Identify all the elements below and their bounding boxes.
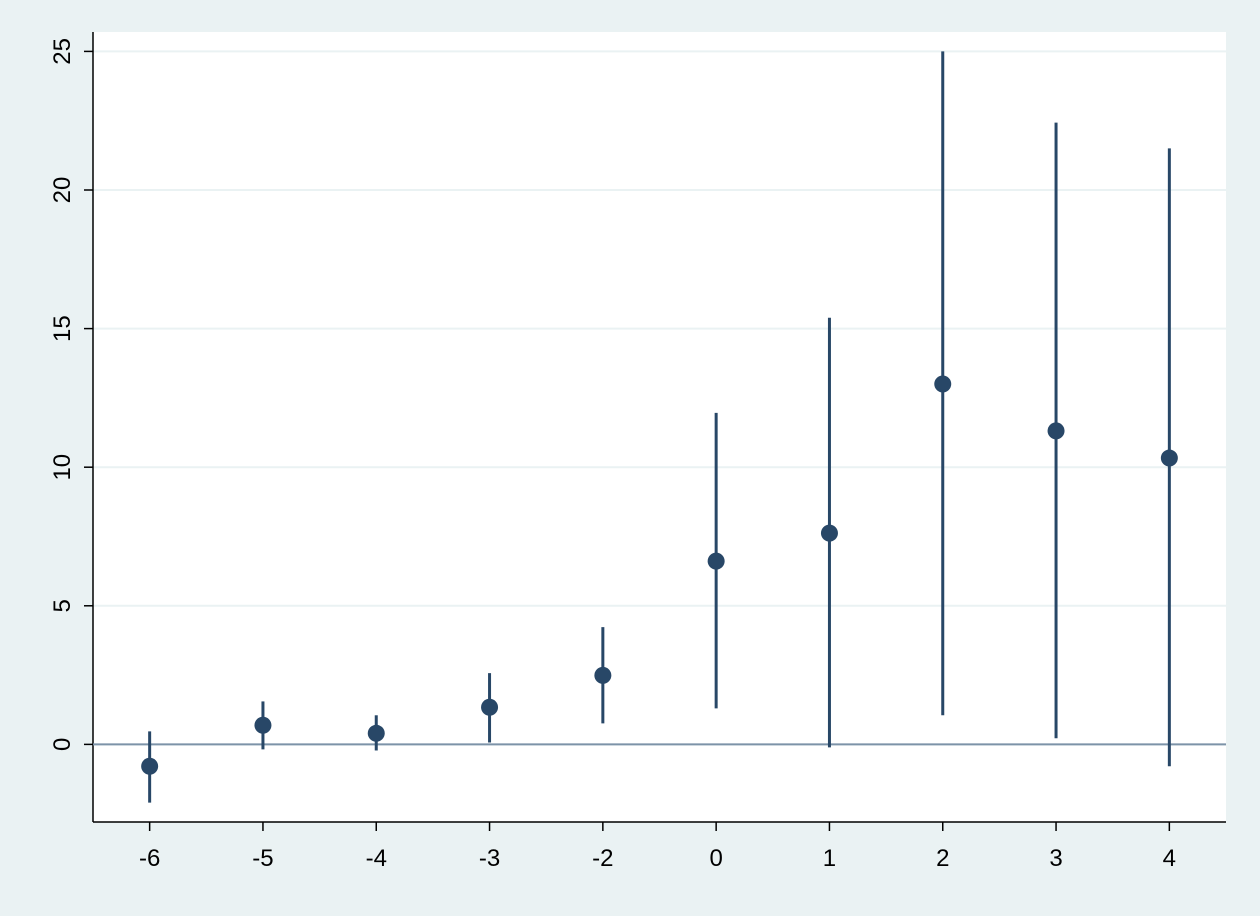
x-tick-label: -3 [479,845,500,872]
x-tick-label: 2 [936,845,949,872]
point [1047,422,1065,440]
y-tick-label: 0 [49,738,76,751]
point [934,375,952,393]
point [707,552,725,570]
x-tick-label: -4 [366,845,387,872]
plot-area [93,32,1226,822]
point [367,724,385,742]
x-tick-label: -5 [252,845,273,872]
point [254,716,272,734]
point [820,524,838,542]
y-tick-label: 5 [49,599,76,612]
y-tick-label: 10 [49,454,76,481]
x-tick-label: 1 [823,845,836,872]
x-tick-label: 4 [1163,845,1176,872]
point [1160,449,1178,467]
x-tick-label: -6 [139,845,160,872]
x-tick-label: 0 [709,845,722,872]
y-tick-label: 15 [49,315,76,342]
x-tick-label: -2 [592,845,613,872]
y-tick-label: 25 [49,38,76,65]
point [594,666,612,684]
point [481,698,499,716]
x-tick-label: 3 [1049,845,1062,872]
point [141,757,159,775]
y-tick-label: 20 [49,177,76,204]
